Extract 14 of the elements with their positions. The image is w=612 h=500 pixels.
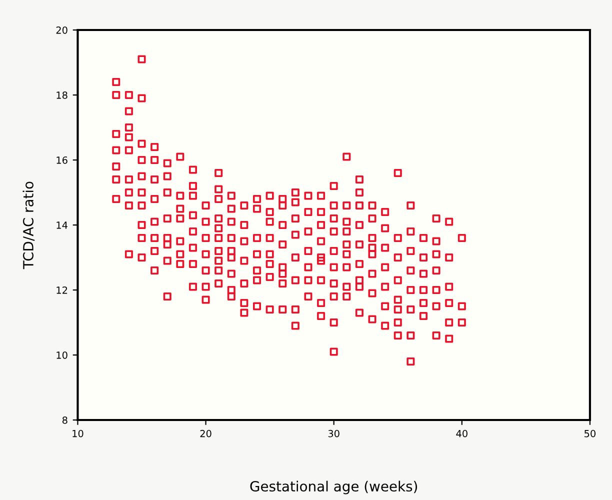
y-tick-label: 16 bbox=[56, 156, 68, 164]
x-tick-label: 40 bbox=[456, 430, 468, 438]
y-tick-label: 10 bbox=[56, 351, 68, 359]
y-tick-label: 20 bbox=[56, 26, 68, 34]
x-tick-label: 30 bbox=[328, 430, 340, 438]
x-tick-label: 20 bbox=[200, 430, 212, 438]
y-tick-label: 12 bbox=[56, 286, 68, 294]
x-tick-label: 50 bbox=[584, 430, 596, 438]
y-tick-label: 8 bbox=[62, 416, 68, 424]
y-tick-label: 14 bbox=[56, 222, 68, 229]
x-axis-title: Gestational age (weeks) bbox=[250, 480, 418, 494]
x-tick-label: 10 bbox=[72, 430, 84, 438]
y-axis-title: TCD/AC ratio bbox=[22, 182, 35, 270]
y-tick-label: 18 bbox=[56, 91, 68, 99]
